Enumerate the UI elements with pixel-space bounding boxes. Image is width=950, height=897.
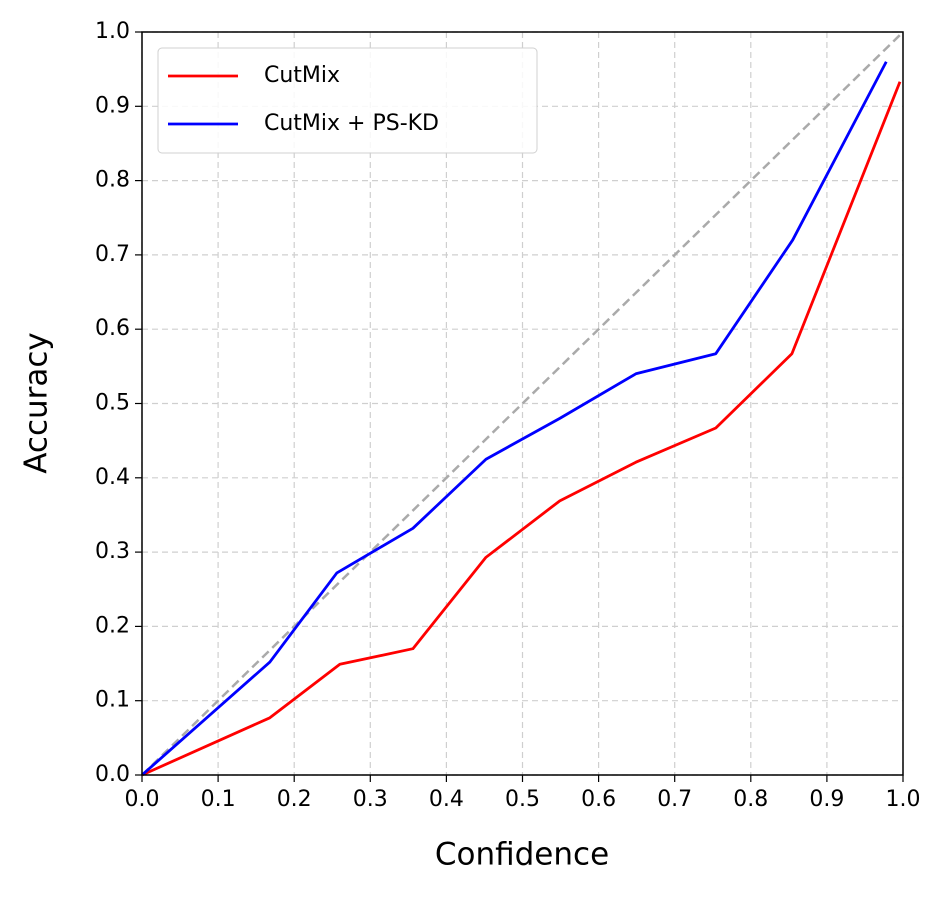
- y-tick-label: 0.4: [95, 465, 130, 490]
- series-line: [141, 81, 902, 777]
- y-tick-label: 0.9: [95, 93, 130, 118]
- reference-line: [141, 31, 904, 776]
- legend-box: [157, 47, 538, 154]
- x-tick-label: 0.5: [505, 787, 540, 812]
- legend: CutMix CutMix + PS-KD: [157, 47, 538, 154]
- x-tick-label: 1.0: [886, 787, 921, 812]
- x-tick-label: 0.3: [353, 787, 388, 812]
- x-tick-label: 0.7: [657, 787, 692, 812]
- y-tick-label: 0.6: [95, 316, 130, 341]
- y-tick-label: 0.1: [95, 688, 130, 713]
- y-tick-label: 0.0: [95, 762, 130, 787]
- legend-label: CutMix + PS-KD: [264, 111, 439, 136]
- y-tick-label: 0.5: [95, 391, 130, 416]
- y-tick-label: 1.0: [95, 19, 130, 44]
- x-tick-label: 0.0: [125, 787, 160, 812]
- x-tick-label: 0.6: [581, 787, 616, 812]
- y-tick-label: 0.8: [95, 168, 130, 193]
- x-tick-label: 0.4: [429, 787, 464, 812]
- x-tick-label: 0.1: [201, 787, 236, 812]
- x-tick-label: 0.8: [733, 787, 768, 812]
- y-axis-label: Accuracy: [19, 332, 55, 474]
- x-axis-label: Confidence: [435, 837, 609, 873]
- y-tick-label: 0.3: [95, 539, 130, 564]
- series-line: [141, 61, 888, 777]
- legend-label: CutMix: [264, 63, 340, 88]
- plot-frame: [141, 31, 904, 776]
- y-tick-label: 0.2: [95, 613, 130, 638]
- x-tick-label: 0.2: [277, 787, 312, 812]
- y-tick-label: 0.7: [95, 242, 130, 267]
- x-tick-label: 0.9: [809, 787, 844, 812]
